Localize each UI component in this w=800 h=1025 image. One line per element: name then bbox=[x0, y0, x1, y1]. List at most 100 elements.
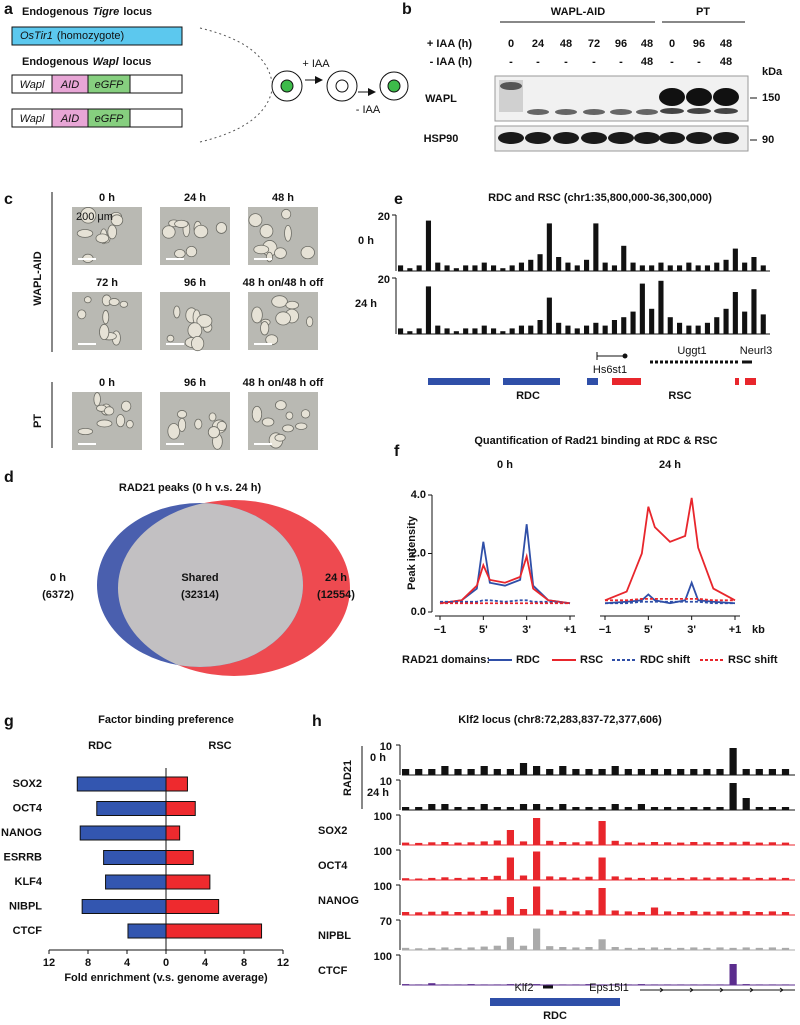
y-tick-label: 2.0 bbox=[411, 547, 426, 559]
bar bbox=[165, 899, 220, 914]
chart-title: RDC and RSC (chr1:35,800,000-36,300,000) bbox=[488, 192, 712, 204]
band bbox=[659, 88, 685, 106]
lane-label: 96 bbox=[615, 38, 627, 50]
locus-title: Endogenous Wapl locus bbox=[22, 56, 151, 68]
signal-bar bbox=[425, 220, 432, 271]
x-tick-label: 5' bbox=[644, 624, 653, 636]
bar bbox=[165, 850, 194, 865]
nucleus bbox=[335, 79, 349, 93]
signal-bar bbox=[509, 328, 515, 334]
lane-label: 0 bbox=[669, 38, 675, 50]
signal-bar bbox=[402, 878, 410, 880]
bar bbox=[165, 874, 211, 890]
signal-bar bbox=[556, 322, 562, 334]
signal-bar bbox=[664, 947, 672, 950]
allele-label: eGFP bbox=[95, 113, 124, 125]
signal-bar bbox=[677, 877, 685, 880]
signal-bar bbox=[624, 911, 632, 915]
signal-bar bbox=[441, 911, 449, 915]
colony bbox=[196, 314, 213, 328]
category-label: OCT4 bbox=[13, 802, 43, 814]
lane-label: - bbox=[536, 56, 540, 68]
category-label: KLF4 bbox=[15, 876, 43, 888]
lane-label: 72 bbox=[588, 38, 600, 50]
band bbox=[686, 132, 712, 144]
signal-bar bbox=[729, 911, 737, 915]
venn-count: (6372) bbox=[42, 589, 74, 601]
band bbox=[713, 88, 739, 106]
panel-label: b bbox=[402, 1, 412, 18]
row-label: - IAA (h) bbox=[430, 56, 473, 68]
signal-bar bbox=[637, 912, 646, 915]
signal-bar bbox=[664, 842, 672, 845]
signal-bar bbox=[768, 842, 777, 845]
colony bbox=[216, 420, 227, 432]
lane-label: 48 bbox=[641, 38, 653, 50]
signal-bar bbox=[768, 769, 777, 775]
signal-bar bbox=[585, 841, 593, 845]
chart-title: Quantification of Rad21 binding at RDC &… bbox=[474, 435, 717, 447]
signal-bar bbox=[704, 322, 711, 334]
group-label: WAPL-AID bbox=[551, 6, 605, 18]
x-tick-label: +1 bbox=[564, 624, 577, 636]
signal-bar bbox=[716, 842, 724, 845]
profile-line bbox=[439, 552, 571, 605]
locus-title: Endogenous Tigre locus bbox=[22, 6, 152, 18]
signal-bar bbox=[637, 769, 646, 775]
colony bbox=[251, 306, 263, 324]
signal-bar bbox=[729, 877, 737, 880]
venn-label: 24 h bbox=[325, 572, 347, 584]
signal-bar bbox=[565, 262, 571, 271]
signal-bar bbox=[509, 265, 515, 271]
domain-bar bbox=[490, 998, 620, 1006]
profile-line bbox=[440, 599, 571, 605]
signal-bar bbox=[500, 268, 506, 271]
y-tick-label: 0.0 bbox=[411, 606, 426, 618]
signal-bar bbox=[658, 262, 664, 271]
signal-bar bbox=[453, 268, 459, 271]
signal-bar bbox=[602, 325, 608, 334]
signal-bar bbox=[574, 328, 580, 334]
signal-bar bbox=[729, 842, 737, 845]
signal-bar bbox=[480, 910, 488, 915]
panel-label: g bbox=[4, 713, 14, 730]
signal-bar bbox=[650, 769, 659, 775]
signal-bar bbox=[677, 807, 685, 810]
signal-bar bbox=[716, 877, 724, 880]
signal-bar bbox=[637, 947, 646, 950]
colony bbox=[96, 419, 113, 428]
signal-bar bbox=[480, 946, 488, 950]
signal-bar bbox=[428, 947, 436, 950]
signal-bar bbox=[472, 328, 478, 334]
band bbox=[660, 108, 684, 114]
signal-bar bbox=[546, 297, 552, 334]
signal-bar bbox=[732, 248, 738, 271]
signal-bar bbox=[742, 877, 750, 880]
signal-bar bbox=[611, 947, 619, 950]
marker-label: 150 bbox=[762, 92, 780, 104]
lane-label: - bbox=[564, 56, 568, 68]
signal-bar bbox=[585, 910, 593, 915]
signal-bar bbox=[467, 877, 475, 880]
signal-bar bbox=[559, 877, 567, 880]
signal-bar bbox=[533, 886, 541, 915]
signal-bar bbox=[664, 769, 672, 775]
signal-bar bbox=[723, 259, 729, 271]
signal-bar bbox=[518, 262, 525, 271]
signal-bar bbox=[556, 257, 562, 271]
signal-bar bbox=[533, 766, 541, 775]
signal-bar bbox=[755, 912, 763, 915]
colony bbox=[177, 417, 187, 432]
signal-bar bbox=[402, 842, 410, 845]
colony bbox=[126, 419, 134, 429]
signal-bar bbox=[415, 842, 423, 845]
signal-bar bbox=[546, 769, 554, 775]
signal-bar bbox=[649, 265, 655, 271]
signal-bar bbox=[598, 888, 606, 915]
x-tick-label: 8 bbox=[241, 957, 247, 969]
signal-bar bbox=[493, 769, 501, 775]
category-label: NANOG bbox=[1, 827, 42, 839]
chart-title: RAD21 peaks (0 h v.s. 24 h) bbox=[119, 482, 262, 494]
group-label: WAPL-AID bbox=[32, 251, 44, 305]
dotted-link bbox=[199, 27, 273, 83]
